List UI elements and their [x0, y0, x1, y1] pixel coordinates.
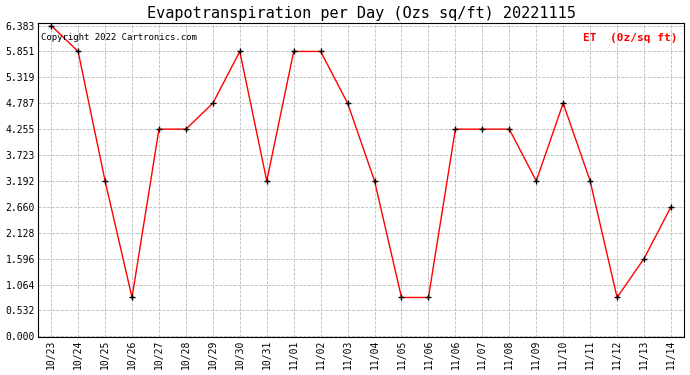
Text: Copyright 2022 Cartronics.com: Copyright 2022 Cartronics.com: [41, 33, 197, 42]
Text: ET  (0z/sq ft): ET (0z/sq ft): [584, 33, 678, 42]
Title: Evapotranspiration per Day (Ozs sq/ft) 20221115: Evapotranspiration per Day (Ozs sq/ft) 2…: [147, 6, 575, 21]
